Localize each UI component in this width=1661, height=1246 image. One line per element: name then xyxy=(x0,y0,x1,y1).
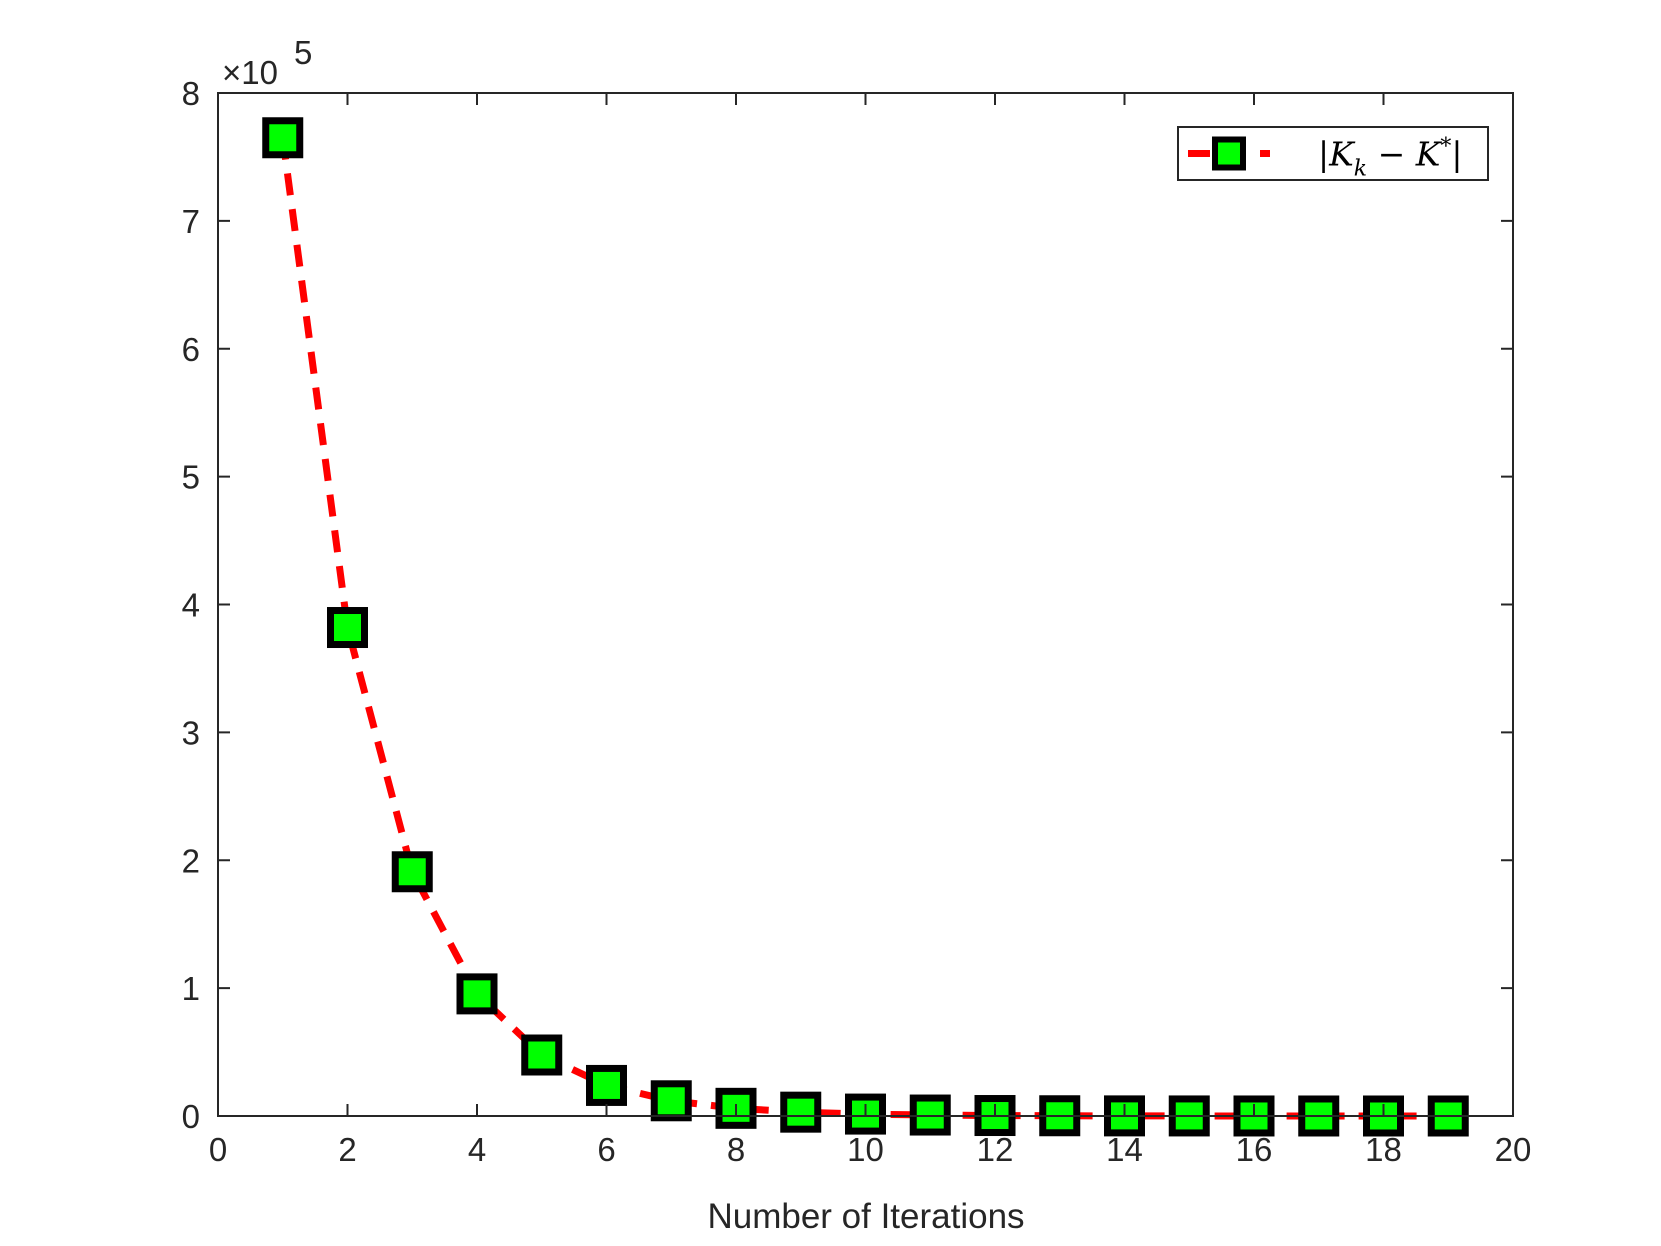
y-tick-label: 8 xyxy=(182,75,200,112)
x-tick-label: 10 xyxy=(847,1131,884,1168)
x-tick-label: 4 xyxy=(468,1131,486,1168)
y-tick-label: 3 xyxy=(182,714,200,751)
data-point-marker xyxy=(780,1091,822,1133)
data-point-marker xyxy=(327,607,368,649)
data-point-marker xyxy=(262,117,304,159)
x-tick-label: 12 xyxy=(977,1131,1014,1168)
x-tick-label: 18 xyxy=(1365,1131,1402,1168)
y-exponent-label: ×10 5 xyxy=(222,34,312,91)
x-tick-label: 16 xyxy=(1236,1131,1273,1168)
x-tick-label: 2 xyxy=(338,1131,356,1168)
legend-minus: − xyxy=(1367,135,1416,174)
legend-kstar-superscript: * xyxy=(1440,135,1451,160)
data-point-marker xyxy=(391,851,433,893)
legend-kstar: K xyxy=(1415,135,1443,174)
data-point-marker xyxy=(521,1034,563,1076)
x-tick-label: 20 xyxy=(1495,1131,1532,1168)
x-axis-label: Number of Iterations xyxy=(707,1197,1024,1236)
data-point-marker xyxy=(650,1080,692,1122)
legend-bar-right: | xyxy=(1451,135,1462,174)
x-tick-label: 0 xyxy=(209,1131,227,1168)
y-tick-label: 5 xyxy=(182,459,200,496)
legend-label: |Kk − K*| xyxy=(1318,135,1463,182)
data-point-marker xyxy=(586,1064,627,1106)
legend-bar-left: | xyxy=(1318,135,1329,174)
x-tick-label: 14 xyxy=(1106,1131,1143,1168)
y-tick-label: 1 xyxy=(182,970,200,1007)
y-tick-label: 4 xyxy=(182,587,200,624)
x-tick-label: 8 xyxy=(727,1131,745,1168)
y-tick-label: 0 xyxy=(182,1098,200,1135)
x-tick-label: 6 xyxy=(597,1131,615,1168)
y-tick-label: 7 xyxy=(182,203,200,240)
y-exponent-base: ×10 xyxy=(222,54,278,91)
data-point-marker xyxy=(456,973,498,1015)
data-point-marker xyxy=(845,1093,886,1135)
y-tick-label: 2 xyxy=(182,842,200,879)
legend-k-subscript: k xyxy=(1354,157,1367,182)
legend-marker-swatch xyxy=(1212,136,1246,171)
y-tick-label: 6 xyxy=(182,331,200,368)
y-exponent-power: 5 xyxy=(294,34,312,71)
legend: |Kk − K*| xyxy=(1177,126,1489,182)
legend-k: K xyxy=(1328,135,1356,174)
